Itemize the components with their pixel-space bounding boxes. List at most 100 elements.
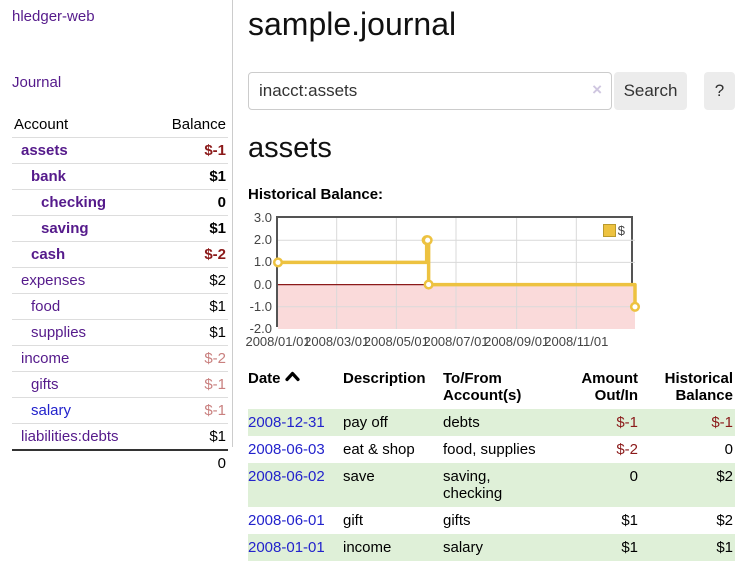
account-balance: $1 xyxy=(209,220,226,237)
register-row: 2008-06-02 save saving, checking 0 $2 xyxy=(248,463,735,507)
account-link-assets[interactable]: assets xyxy=(21,142,68,159)
transaction-accounts: debts xyxy=(443,414,480,431)
account-link-food[interactable]: food xyxy=(31,298,61,315)
transaction-date-link[interactable]: 2008-12-31 xyxy=(248,414,325,431)
account-balance: $-2 xyxy=(204,246,226,263)
account-row: salary $-1 xyxy=(12,397,228,424)
x-axis-tick-label: 2008/07/01 xyxy=(423,334,489,349)
x-axis-tick-label: 2008/01/01 xyxy=(245,334,311,349)
account-balance: $1 xyxy=(209,428,226,445)
transaction-balance: $1 xyxy=(716,539,733,556)
transaction-description: gift xyxy=(343,512,364,529)
transaction-balance: $2 xyxy=(716,468,733,485)
accounts-table: Account Balance assets $-1 bank $1 checking 0… xyxy=(12,112,228,476)
account-balance: 0 xyxy=(217,194,226,211)
data-point-marker[interactable] xyxy=(422,235,433,246)
account-link-saving[interactable]: saving xyxy=(41,220,89,237)
search-form: × Search ? xyxy=(248,72,735,110)
transaction-balance: $2 xyxy=(716,512,733,529)
account-row: assets $-1 xyxy=(12,138,228,164)
transaction-date-link[interactable]: 2008-06-01 xyxy=(248,512,325,529)
account-row: supplies $1 xyxy=(12,319,228,346)
account-row: food $1 xyxy=(12,293,228,320)
chart-plot-area[interactable]: $ xyxy=(272,216,641,329)
account-balance: $1 xyxy=(209,324,226,341)
accounts-header-account: Account xyxy=(14,116,69,133)
data-point-marker[interactable] xyxy=(629,301,641,312)
register-header-date[interactable]: Date xyxy=(248,367,343,409)
register-header-historical-balance: Historical Balance xyxy=(640,367,735,409)
account-row: gifts $-1 xyxy=(12,371,228,398)
register-header-label: To/From Account(s) xyxy=(443,370,522,404)
x-axis-tick-label: 2008/11/01 xyxy=(544,334,609,349)
account-link-bank[interactable]: bank xyxy=(31,168,67,185)
historical-balance-chart: $ 3.0 2.0 1.0 0.0 -1.0 -2.0 2008/01/01 2008/03/… xyxy=(245,208,735,350)
data-point-marker[interactable] xyxy=(423,279,434,290)
account-row: expenses $2 xyxy=(12,267,228,294)
account-balance: $-1 xyxy=(204,142,226,159)
account-balance: $1 xyxy=(209,168,226,185)
transaction-date-link[interactable]: 2008-06-03 xyxy=(248,441,325,458)
account-row: cash $-2 xyxy=(12,241,228,268)
account-link-income[interactable]: income xyxy=(21,350,70,367)
register-row: 2008-12-31 pay off debts $-1 $-1 xyxy=(248,409,735,436)
x-axis-tick-label: 2008/09/01 xyxy=(484,334,550,349)
register-header-label: Historical Balance xyxy=(664,370,733,404)
account-row: income $-2 xyxy=(12,345,228,372)
help-button[interactable]: ? xyxy=(704,72,735,110)
accounts-total-row: 0 xyxy=(12,450,228,476)
main-content: sample.journal × Search ? assets Histori… xyxy=(245,0,735,561)
transaction-description: pay off xyxy=(343,414,388,431)
transaction-accounts: gifts xyxy=(443,512,471,529)
account-balance: $-2 xyxy=(204,350,226,367)
register-row: 2008-06-01 gift gifts $1 $2 xyxy=(248,507,735,534)
register-row: 2008-01-01 income salary $1 $1 xyxy=(248,534,735,561)
transaction-amount: 0 xyxy=(629,468,638,485)
legend-swatch-icon xyxy=(602,224,616,237)
account-link-liabilities-debts[interactable]: liabilities:debts xyxy=(21,428,119,445)
transaction-description: eat & shop xyxy=(343,441,415,458)
account-link-gifts[interactable]: gifts xyxy=(31,376,59,393)
chart-canvas xyxy=(272,218,641,329)
transaction-amount: $-2 xyxy=(616,441,638,458)
account-balance: $-1 xyxy=(204,376,226,393)
account-link-salary[interactable]: salary xyxy=(31,402,72,419)
account-balance: $2 xyxy=(209,272,226,289)
register-row: 2008-06-03 eat & shop food, supplies $-2 0 xyxy=(248,436,735,463)
account-balance: $1 xyxy=(209,298,226,315)
transaction-amount: $1 xyxy=(621,539,638,556)
clear-search-icon[interactable]: × xyxy=(592,80,602,99)
accounts-total-value: 0 xyxy=(217,455,226,472)
sort-ascending-icon xyxy=(284,371,300,382)
y-axis-tick-label: -2.0 xyxy=(249,321,272,336)
account-link-expenses[interactable]: expenses xyxy=(21,272,86,289)
app-brand-link[interactable]: hledger-web xyxy=(12,8,95,25)
search-button[interactable]: Search xyxy=(614,72,687,110)
transaction-date-link[interactable]: 2008-01-01 xyxy=(248,539,325,556)
transaction-balance: $-1 xyxy=(711,414,733,431)
y-axis-tick-label: 2.0 xyxy=(253,232,272,248)
y-axis-tick-label: 0.0 xyxy=(253,276,272,292)
transaction-accounts: saving, checking xyxy=(443,468,503,502)
register-header-amount-out-in: Amount Out/In xyxy=(559,367,640,409)
nav-journal-link[interactable]: Journal xyxy=(12,74,62,91)
data-point-marker[interactable] xyxy=(272,257,284,268)
chart-legend: $ xyxy=(601,223,626,238)
accounts-header-balance: Balance xyxy=(171,116,226,133)
register-header-label: Date xyxy=(248,370,281,387)
search-box: × xyxy=(248,72,612,110)
transaction-balance: 0 xyxy=(724,441,733,458)
y-axis-tick-label: 1.0 xyxy=(253,254,272,270)
transaction-amount: $1 xyxy=(621,512,638,529)
search-input[interactable] xyxy=(248,72,612,110)
account-balance: $-1 xyxy=(204,402,226,419)
transaction-date-link[interactable]: 2008-06-02 xyxy=(248,468,325,485)
account-link-checking[interactable]: checking xyxy=(41,194,107,211)
register-header-description: Description xyxy=(343,367,443,409)
transaction-accounts: food, supplies xyxy=(443,441,536,458)
account-link-cash[interactable]: cash xyxy=(31,246,66,263)
y-axis-tick-label: 3.0 xyxy=(253,210,272,225)
account-link-supplies[interactable]: supplies xyxy=(31,324,87,341)
transaction-description: income xyxy=(343,539,392,556)
transaction-description: save xyxy=(343,468,375,485)
